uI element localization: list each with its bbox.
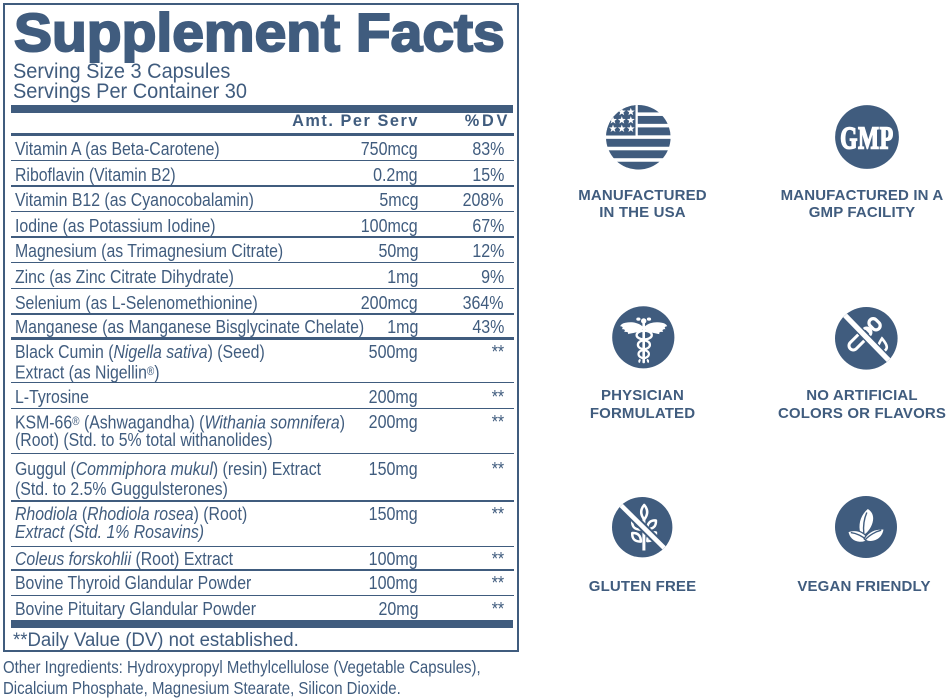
svg-text:GMP: GMP (840, 121, 894, 156)
